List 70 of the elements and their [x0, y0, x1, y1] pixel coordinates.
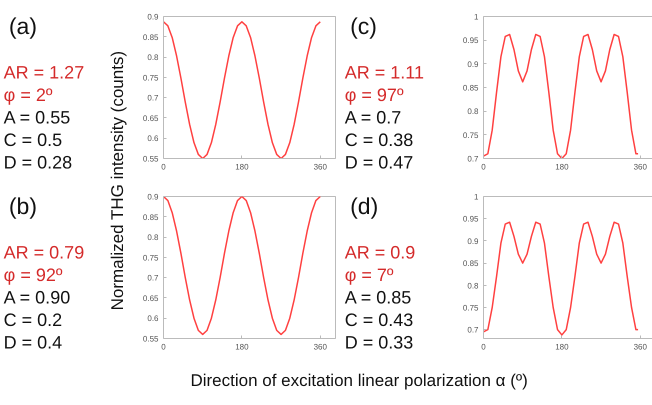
y-tick-label: 0.8	[147, 53, 160, 62]
x-tick-label: 0	[481, 162, 486, 172]
y-tick-label: 0.7	[147, 94, 160, 103]
text: D = 0.33	[344, 332, 414, 352]
y-tick-label: 0.8	[467, 107, 480, 116]
x-tick-label: 180	[235, 342, 250, 352]
text: AR = 1.11	[344, 62, 424, 82]
text: AR = 0.9	[344, 242, 416, 262]
y-tick-label: 0.75	[142, 253, 160, 262]
text: A = 0.7	[344, 108, 402, 128]
y-tick-label: 1	[474, 192, 480, 202]
y-tick-label: 0.9	[147, 192, 160, 202]
x-tick-label: 360	[634, 342, 648, 352]
chart-title: (a)	[8, 13, 38, 40]
y-tick-label: 0.55	[142, 154, 160, 164]
y-tick-label: 0.8	[147, 233, 160, 242]
y-tick-label: 0.85	[462, 259, 480, 268]
text: A = 0.55	[4, 108, 70, 128]
text: φ = 92º	[4, 265, 63, 285]
x-tick-label: 180	[555, 342, 570, 352]
y-tick-label: 0.65	[142, 294, 160, 303]
text: φ = 2º	[4, 85, 53, 105]
y-tick-label: 0.8	[467, 281, 480, 290]
text: AR = 1.27	[4, 62, 84, 82]
chart-title: (c)	[350, 13, 377, 40]
y-tick-label: 0.75	[462, 130, 480, 140]
text: D = 0.47	[344, 152, 414, 172]
y-tick-label: 0.9	[147, 12, 160, 22]
y-tick-label: 0.9	[467, 60, 480, 69]
text: C = 0.38	[344, 130, 414, 150]
x-tick-label: 360	[634, 162, 648, 172]
chart-title: (b)	[8, 193, 38, 220]
text: C = 0.5	[4, 130, 62, 150]
line-series	[164, 196, 322, 336]
text: φ = 97º	[344, 85, 404, 105]
text: AR = 0.79	[4, 242, 84, 262]
y-tick-label: 0.65	[142, 114, 160, 123]
y-tick-label: 0.7	[147, 274, 160, 283]
y-tick-label: 0.85	[462, 84, 480, 92]
x-tick-label: 0	[161, 342, 166, 352]
x-tick-label: 360	[314, 162, 328, 172]
y-tick-label: 0.7	[467, 326, 480, 335]
y-tick-label: 0.6	[147, 134, 160, 144]
x-tick-label: 0	[161, 162, 166, 172]
x-tick-label: 0	[481, 342, 486, 352]
x-tick-label: 360	[314, 342, 328, 352]
y-tick-label: 0.7	[467, 154, 480, 164]
x-axis-title: Direction of excitation linear polarization α (º)	[190, 371, 528, 390]
y-tick-label: 1	[474, 12, 480, 22]
y-tick-label: 0.85	[142, 32, 160, 42]
y-axis-title: Normalized THG intensity (counts)	[108, 50, 127, 310]
x-tick-label: 180	[555, 162, 570, 172]
text: φ = 7º	[344, 265, 394, 285]
text: C = 0.43	[344, 310, 414, 330]
text: D = 0.4	[4, 332, 62, 352]
y-tick-label: 0.95	[462, 36, 480, 46]
text: D = 0.28	[4, 152, 72, 172]
text: C = 0.2	[4, 310, 62, 330]
text: A = 0.90	[4, 288, 70, 308]
y-tick-label: 0.85	[142, 212, 160, 222]
text: A = 0.85	[344, 288, 412, 308]
y-tick-label: 0.75	[142, 73, 160, 82]
x-tick-label: 180	[235, 162, 250, 172]
y-tick-label: 0.95	[462, 214, 480, 224]
y-tick-label: 0.75	[462, 303, 480, 312]
y-tick-label: 0.9	[467, 236, 480, 246]
line-series	[484, 221, 639, 336]
y-tick-label: 0.6	[147, 314, 160, 324]
chart-title: (d)	[350, 193, 378, 220]
y-tick-label: 0.55	[142, 334, 160, 344]
